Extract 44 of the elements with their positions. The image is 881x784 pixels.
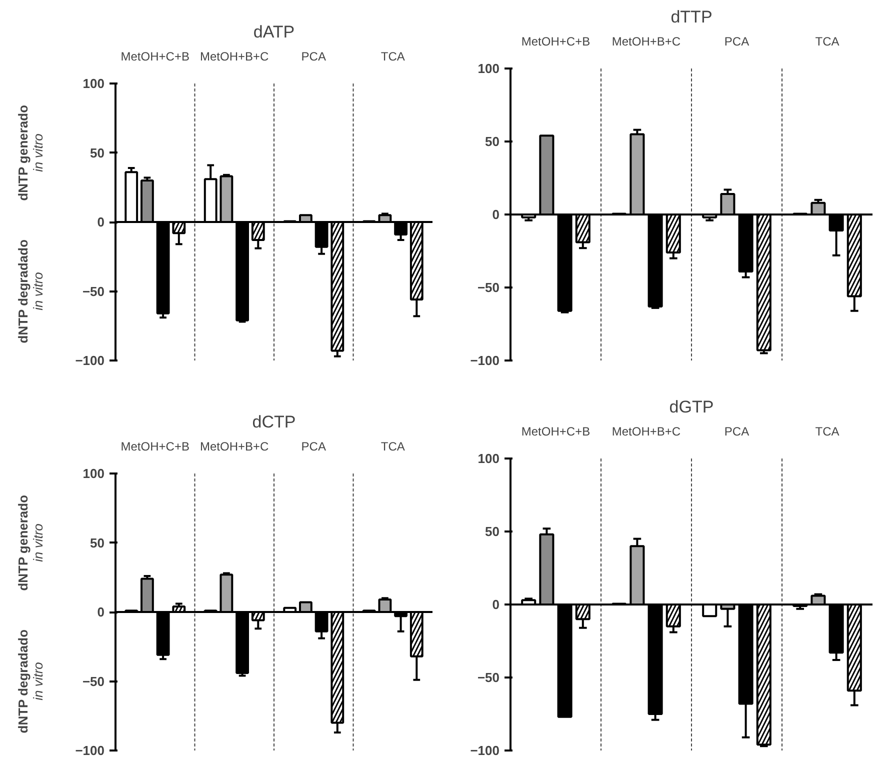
y-tick-label: 100 xyxy=(82,466,105,481)
y-tick-label: −100 xyxy=(75,743,105,758)
y-tick-label: 0 xyxy=(492,597,500,612)
y-tick-label: 50 xyxy=(485,134,500,149)
text: dNTP generado in vitro xyxy=(16,494,46,591)
y-tick-label: 50 xyxy=(90,535,105,550)
y-tick-label: 0 xyxy=(492,207,500,222)
y-tick-label: −100 xyxy=(470,743,500,758)
x-tick-label: MetOH+C+B xyxy=(521,424,590,438)
chart-title: dTTP xyxy=(670,8,712,26)
x-tick-label: MetOH+C+B xyxy=(120,50,190,64)
x-tick-label: MetOH+B+C xyxy=(612,424,681,438)
y-tick-label: 50 xyxy=(485,524,500,539)
text: dNTP degradado in vitro xyxy=(16,239,46,344)
x-tick-label: TCA xyxy=(815,34,840,48)
text: dNTP generado in vitro xyxy=(16,104,46,201)
x-tick-label: TCA xyxy=(380,50,405,64)
x-tick-label: MetOH+B+C xyxy=(612,34,681,48)
text: dNTP degradado in vitro xyxy=(16,629,46,734)
chart-title: dGTP xyxy=(669,398,714,416)
y-tick-label: 100 xyxy=(478,451,500,466)
chart-title: dCTP xyxy=(252,412,296,432)
y-tick-label: 50 xyxy=(90,145,105,160)
x-tick-label: TCA xyxy=(815,424,840,438)
chart-title: dATP xyxy=(253,22,295,42)
y-tick-label: −50 xyxy=(477,670,500,685)
x-tick-label: PCA xyxy=(301,50,326,64)
y-tick-label: 100 xyxy=(82,76,105,91)
y-tick-label: 0 xyxy=(97,604,105,620)
x-tick-label: MetOH+B+C xyxy=(200,50,270,64)
y-tick-label: −50 xyxy=(477,280,500,295)
y-tick-label: 100 xyxy=(478,61,500,76)
x-tick-label: PCA xyxy=(724,424,750,438)
x-tick-label: PCA xyxy=(724,34,750,48)
y-tick-label: −50 xyxy=(82,674,105,689)
x-tick-label: MetOH+C+B xyxy=(521,34,590,48)
x-tick-label: TCA xyxy=(380,440,405,454)
y-tick-label: −50 xyxy=(82,284,105,299)
y-tick-label: −100 xyxy=(470,353,500,368)
y-tick-label: 0 xyxy=(97,214,105,230)
x-tick-label: PCA xyxy=(301,440,326,454)
x-tick-label: MetOH+B+C xyxy=(200,440,270,454)
x-tick-label: MetOH+C+B xyxy=(120,440,190,454)
y-tick-label: −100 xyxy=(75,353,105,368)
